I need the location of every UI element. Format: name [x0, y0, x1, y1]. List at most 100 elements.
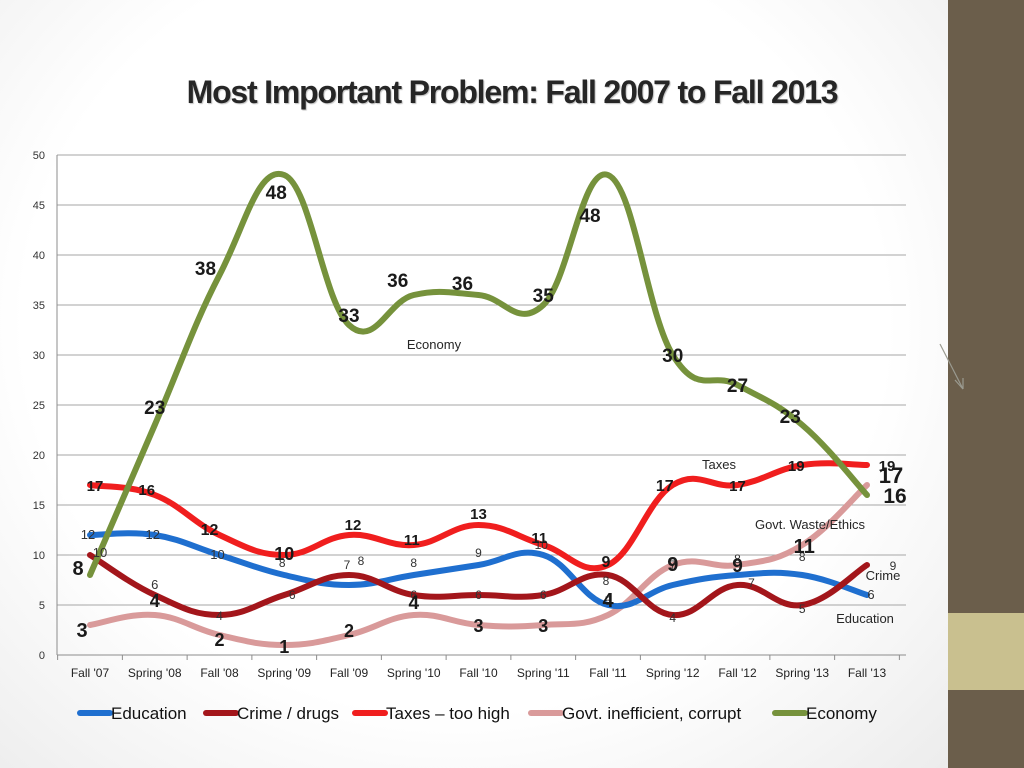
x-tick-label: Fall '12	[718, 666, 757, 680]
data-label: 6	[867, 587, 874, 602]
legend-label: Govt. inefficient, corrupt	[562, 704, 741, 723]
chart-annotations: Economy Taxes Govt. Waste/Ethics Crime Educa…	[407, 337, 900, 626]
data-label: 16	[883, 485, 906, 508]
decorative-side-accent	[948, 613, 1024, 690]
data-label: 3	[538, 616, 548, 636]
data-label: 4	[408, 593, 419, 614]
data-label: 8	[734, 552, 741, 566]
data-label: 19	[788, 458, 805, 475]
data-label: 4	[602, 590, 614, 612]
legend-label: Education	[111, 704, 187, 723]
series-line-3	[87, 482, 870, 648]
data-label: 5	[799, 602, 806, 616]
data-label: 38	[195, 259, 216, 280]
data-label: 48	[266, 183, 287, 204]
data-label: 30	[662, 346, 683, 367]
data-label: 6	[410, 588, 417, 602]
x-tick-label: Spring '09	[257, 666, 311, 680]
data-label: 48	[579, 206, 600, 227]
decorative-arrow	[939, 343, 964, 390]
x-tick-label: Fall '11	[589, 666, 627, 680]
series-annotation: Economy	[407, 337, 462, 352]
chart-gridlines	[57, 154, 906, 606]
data-label: 6	[151, 577, 158, 592]
data-label: 17	[729, 478, 746, 495]
data-label: 12	[146, 527, 160, 542]
data-label: 23	[144, 398, 165, 419]
x-tick-label: Fall '07	[71, 666, 110, 680]
data-label: 4	[669, 611, 676, 625]
x-tick-label: Spring '12	[646, 666, 700, 680]
page-title: Most Important Problem: Fall 2007 to Fal…	[186, 74, 839, 110]
data-label: 36	[452, 274, 473, 295]
data-label: 8	[799, 550, 806, 564]
x-tick-label: Fall '08	[200, 666, 239, 680]
data-label: 8	[603, 574, 610, 588]
series-annotation: Education	[836, 611, 894, 626]
data-label: 11	[404, 532, 420, 549]
y-tick-label: 25	[33, 400, 45, 412]
data-label: 9	[602, 554, 611, 571]
chart-legend: Education Crime / drugs Taxes – too high Go…	[77, 704, 877, 723]
data-label: 17	[656, 478, 674, 495]
y-tick-label: 30	[33, 350, 45, 362]
data-label: 10	[93, 545, 107, 560]
data-label: 12	[345, 517, 362, 534]
x-tick-label: Fall '10	[459, 666, 498, 680]
x-tick-label: Spring '08	[128, 666, 182, 680]
data-label: 7	[344, 558, 351, 572]
data-label: 6	[475, 588, 482, 602]
legend-label: Economy	[806, 704, 877, 723]
data-label: 4	[216, 609, 223, 623]
data-label: 2	[344, 621, 354, 641]
data-label: 7	[748, 576, 755, 590]
data-label: 17	[879, 463, 903, 488]
data-label: 5	[605, 594, 612, 608]
data-label: 11	[531, 530, 547, 547]
data-label: 6	[540, 588, 547, 602]
data-label: 9	[732, 556, 743, 577]
y-tick-label: 50	[33, 150, 45, 162]
y-tick-label: 10	[33, 550, 45, 562]
y-tick-label: 20	[33, 450, 45, 462]
series-line-2	[87, 460, 870, 572]
series-line-0	[87, 530, 870, 610]
data-label: 3	[473, 616, 483, 636]
series-line-4	[87, 170, 870, 578]
data-label: 3	[76, 620, 87, 642]
chart-series-lines	[87, 170, 870, 648]
slide-background	[0, 0, 948, 768]
data-label: 19	[879, 458, 896, 475]
data-label: 12	[201, 522, 219, 539]
data-label: 27	[727, 376, 748, 397]
data-label: 11	[794, 536, 815, 558]
legend-label: Crime / drugs	[237, 704, 339, 723]
data-label: 9	[475, 546, 482, 560]
series-line-1	[87, 552, 870, 619]
x-tick-label: Spring '13	[775, 666, 829, 680]
x-tick-label: Fall '13	[848, 666, 887, 680]
data-label: 35	[533, 286, 555, 307]
data-label: 8	[279, 556, 286, 570]
data-label: 8	[358, 554, 365, 568]
y-tick-label: 35	[33, 300, 45, 312]
series-annotation: Govt. Waste/Ethics	[755, 517, 866, 532]
x-tick-label: Fall '09	[330, 666, 369, 680]
data-label: 2	[214, 630, 224, 650]
data-label: 8	[72, 558, 83, 580]
y-tick-label: 0	[39, 650, 45, 662]
data-label: 1	[279, 637, 289, 657]
data-label: 10	[535, 538, 549, 552]
x-tick-label: Spring '10	[387, 666, 441, 680]
data-label: 9	[667, 554, 678, 576]
data-label: 8	[410, 556, 417, 570]
data-label: 23	[780, 407, 801, 428]
y-tick-label: 40	[33, 250, 45, 262]
data-label: 6	[289, 588, 296, 602]
data-label: 10	[210, 547, 224, 562]
x-tick-label: Spring '11	[517, 666, 570, 680]
data-label: 33	[338, 306, 359, 327]
y-tick-label: 45	[33, 200, 45, 212]
